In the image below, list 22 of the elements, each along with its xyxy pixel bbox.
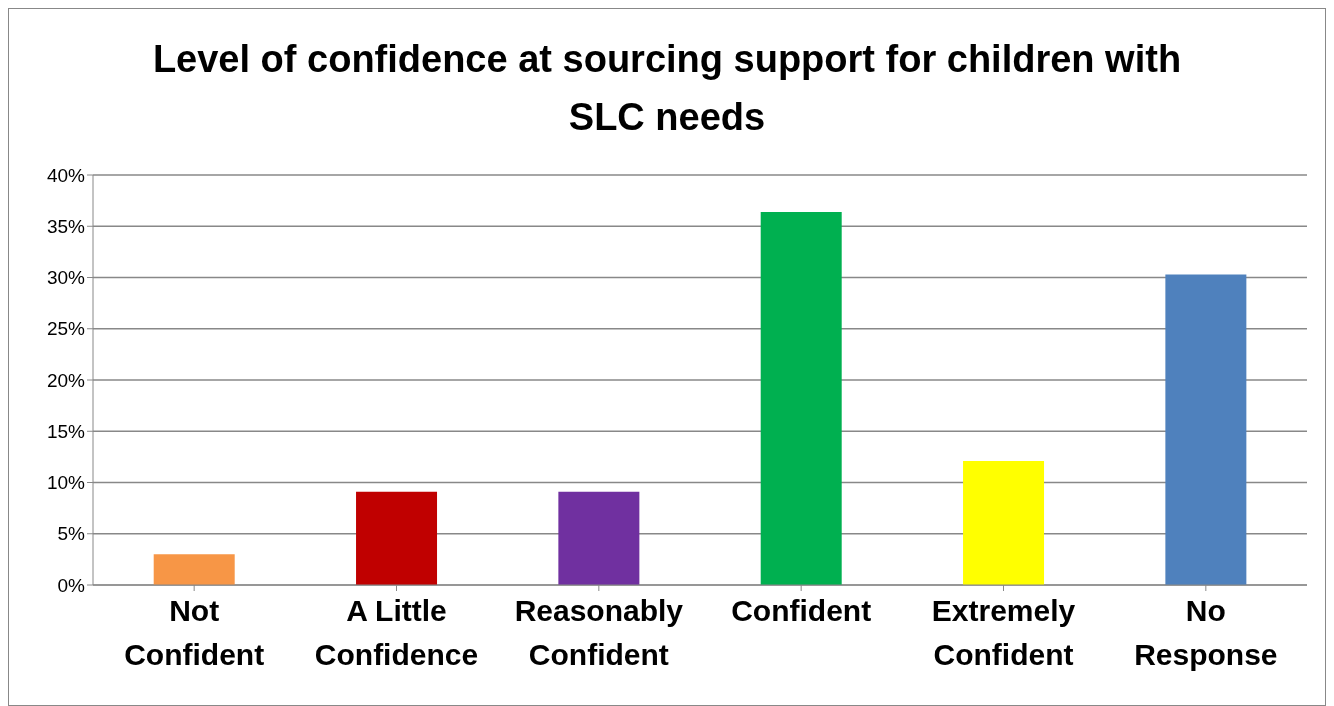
bar bbox=[153, 554, 235, 585]
chart-title: Level of confidence at sourcing support for children with SLC needs bbox=[152, 38, 1182, 138]
bar bbox=[1165, 274, 1247, 585]
y-tick-label: 40% bbox=[46, 164, 86, 186]
y-tick-label: 0% bbox=[57, 574, 86, 596]
x-tick-label: A Little Confidence bbox=[314, 594, 479, 671]
bar bbox=[760, 211, 842, 585]
x-tick-label: Extremely Confident bbox=[931, 594, 1076, 671]
x-tick-label: Confident bbox=[731, 594, 872, 627]
x-tick-label: Reasonably Confident bbox=[514, 594, 684, 671]
x-tick-label: No Response bbox=[1134, 594, 1278, 671]
y-tick-label: 35% bbox=[46, 215, 86, 237]
y-tick-label: 10% bbox=[46, 472, 86, 494]
y-tick-label: 20% bbox=[46, 369, 86, 391]
y-tick-label: 25% bbox=[46, 318, 86, 340]
x-tick-label: Not Confident bbox=[124, 594, 265, 671]
bar bbox=[558, 491, 640, 585]
y-tick-label: 30% bbox=[46, 267, 86, 289]
bar bbox=[356, 491, 438, 585]
y-tick-label: 15% bbox=[46, 420, 86, 442]
y-tick-label: 5% bbox=[57, 523, 86, 545]
bar bbox=[963, 460, 1045, 585]
